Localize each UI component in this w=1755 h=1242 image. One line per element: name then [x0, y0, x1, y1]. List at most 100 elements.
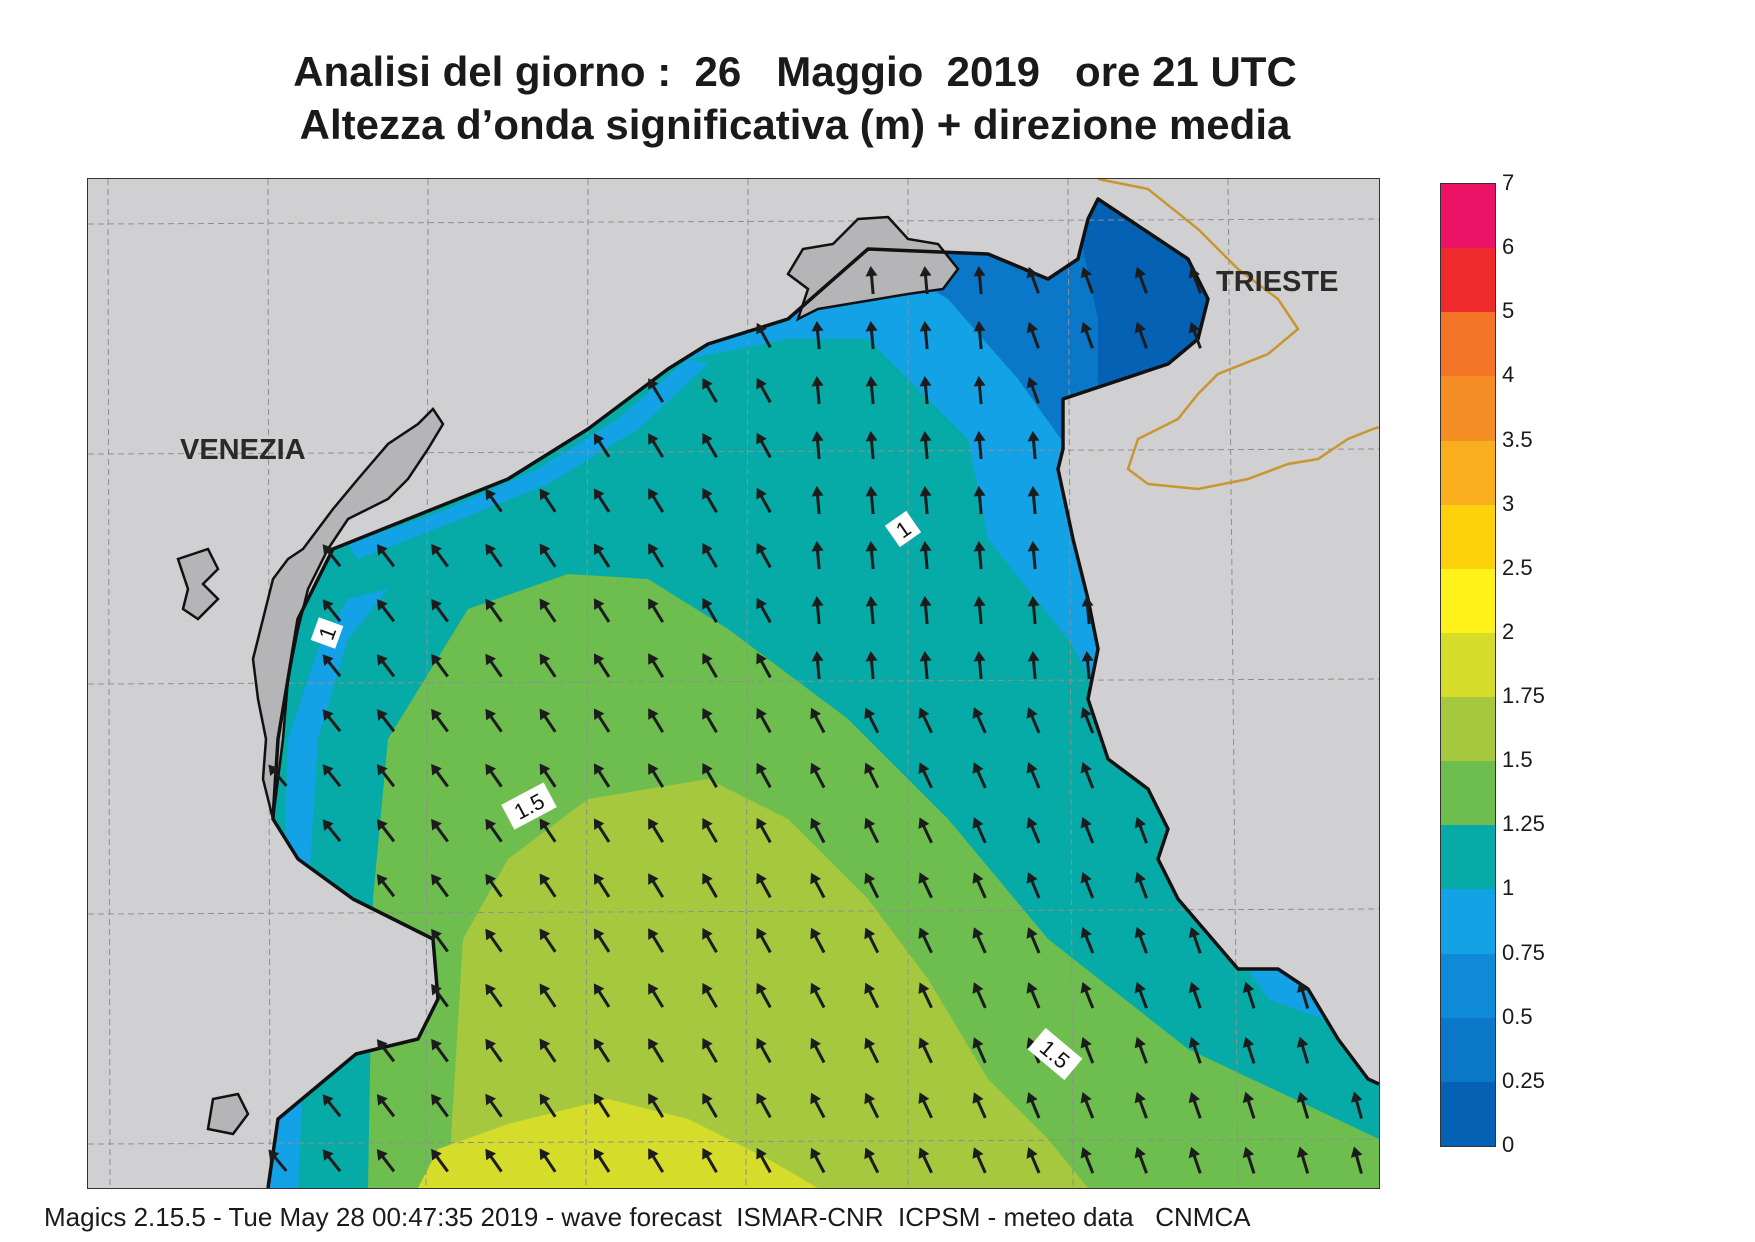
arrow-icon [539, 543, 557, 568]
arrow-icon [539, 873, 557, 898]
wave-direction-arrows [268, 266, 1363, 1174]
colorbar-tick-label: 6 [1502, 234, 1515, 260]
arrow-icon [376, 654, 396, 678]
arrow-icon [485, 873, 503, 898]
arrow-icon [1026, 817, 1041, 844]
arrow-icon [756, 322, 772, 349]
arrow-icon [756, 542, 772, 569]
arrow-icon [593, 543, 611, 568]
arrow-icon [1026, 376, 1040, 404]
colorbar-segment [1441, 183, 1495, 249]
colorbar-segment [1441, 824, 1495, 890]
arrow-icon [1080, 321, 1094, 349]
colorbar-tick-label: 0.25 [1502, 1067, 1545, 1093]
arrow-icon [1242, 1146, 1256, 1174]
arrow-icon [919, 431, 932, 460]
band-175-2 [418, 1099, 818, 1188]
colorbar-tick-label: 3.5 [1502, 426, 1533, 452]
arrow-icon [865, 266, 878, 295]
colorbar-tick-label: 1.25 [1502, 811, 1545, 837]
arrow-icon [539, 598, 557, 623]
arrow-icon [702, 378, 718, 403]
arrow-icon [702, 1093, 718, 1118]
arrow-icon [864, 1092, 880, 1119]
arrow-icon [972, 982, 987, 1009]
arrow-icon [322, 764, 342, 788]
arrow-icon [810, 1092, 826, 1119]
arrow-icon [431, 598, 449, 623]
arrow-icon [1134, 1146, 1148, 1174]
arrow-icon [1242, 981, 1256, 1009]
arrow-icon [865, 376, 878, 405]
arrow-icon [1134, 1091, 1148, 1119]
arrow-icon [1026, 707, 1041, 734]
arrow-icon [1080, 707, 1095, 734]
arrow-icon [919, 376, 932, 405]
arrow-icon [539, 1038, 557, 1063]
arrow-icon [702, 708, 718, 733]
arrow-icon [702, 1038, 718, 1063]
arrow-icon [539, 763, 557, 788]
arrow-icon [648, 598, 665, 623]
colorbar-segment [1441, 568, 1495, 633]
arrow-icon [376, 1094, 396, 1118]
arrow-icon [1296, 1091, 1310, 1119]
arrow-icon [1296, 1146, 1310, 1174]
arrow-icon [972, 762, 987, 789]
arrow-icon [973, 376, 986, 405]
arrow-icon [811, 651, 824, 680]
colorbar-segment [1441, 504, 1495, 569]
arrow-icon [593, 488, 611, 513]
arrow-icon [756, 872, 772, 899]
arrow-icon [1081, 596, 1094, 625]
arrow-icon [1081, 651, 1094, 680]
arrow-icon [1188, 321, 1202, 349]
arrow-icon [973, 266, 986, 295]
arrow-icon [973, 541, 986, 570]
arrow-icon [268, 764, 288, 787]
arrow-icon [919, 321, 932, 350]
arrow-icon [648, 928, 665, 953]
arrow-icon [972, 872, 987, 899]
arrow-icon [322, 544, 342, 568]
map-panel[interactable]: VENEZIA TRIESTE 1 1 1.5 1.5 [87, 178, 1380, 1189]
arrow-icon [1350, 1146, 1363, 1174]
arrow-icon [918, 1092, 933, 1119]
arrow-icon [648, 983, 665, 1008]
arrow-icon [810, 1147, 826, 1174]
arrow-icon [1026, 982, 1041, 1009]
arrow-icon [376, 764, 396, 788]
arrow-icon [1134, 871, 1148, 899]
arrow-icon [1026, 927, 1041, 954]
arrow-icon [1027, 431, 1040, 460]
footer-credits: Magics 2.15.5 - Tue May 28 00:47:35 2019… [44, 1202, 1251, 1232]
arrow-icon [322, 654, 342, 678]
arrow-icon [756, 927, 772, 954]
arrow-icon [919, 541, 932, 570]
arrow-icon [593, 1038, 611, 1063]
arrow-icon [648, 488, 665, 513]
arrow-icon [1080, 762, 1095, 789]
arrow-icon [864, 817, 880, 844]
colorbar-tick-label: 2 [1502, 618, 1515, 644]
arrow-icon [865, 596, 878, 625]
arrow-icon [864, 1037, 880, 1064]
arrow-icon [485, 488, 503, 513]
arrow-icon [376, 709, 396, 733]
arrow-icon [593, 928, 611, 953]
arrow-icon [1026, 321, 1040, 349]
arrow-icon [593, 818, 611, 843]
arrow-icon [973, 486, 986, 515]
arrow-icon [1080, 1092, 1095, 1119]
arrow-icon [864, 927, 880, 954]
arrow-icon [702, 653, 718, 678]
colorbar-tick-label: 7 [1502, 170, 1515, 195]
arrow-icon [431, 653, 449, 678]
arrow-icon [539, 708, 557, 733]
arrow-icon [1134, 266, 1148, 294]
arrow-icon [593, 983, 611, 1008]
title-line-2: Altezza d’onda significativa (m) + direz… [299, 101, 1291, 148]
arrow-icon [648, 708, 665, 733]
arrow-icon [485, 818, 503, 843]
arrow-icon [431, 1148, 449, 1173]
